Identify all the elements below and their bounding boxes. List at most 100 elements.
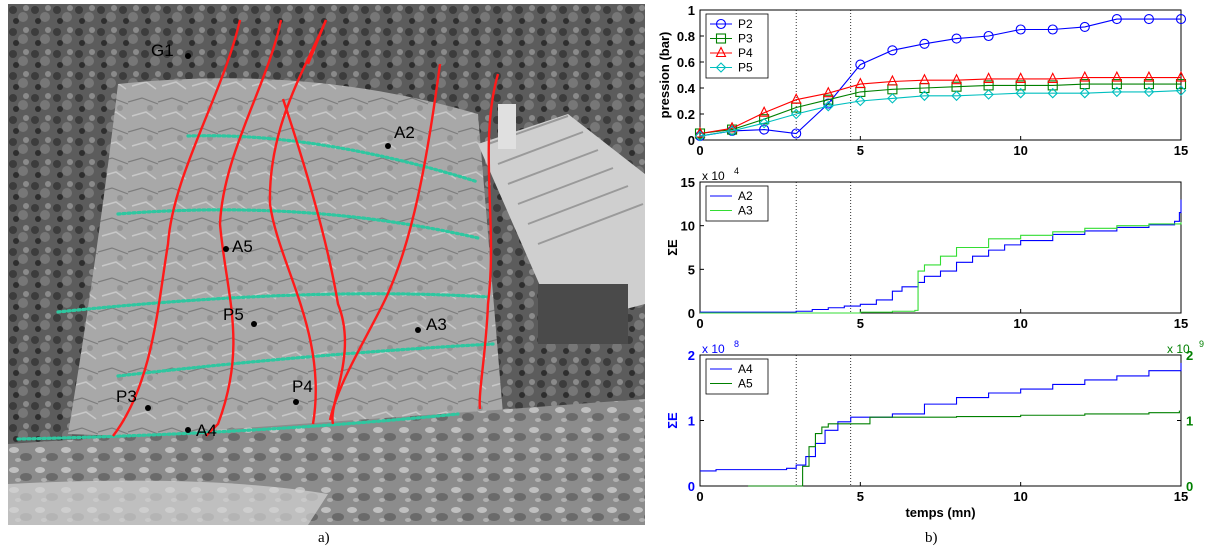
fracture-line [205,19,283,437]
data-point [1015,72,1027,83]
sensor-label-p5: P5 [223,305,244,324]
y-exponent-power: 8 [734,339,739,349]
data-point [823,94,834,105]
fracture-line [268,19,328,425]
y-tick-label: 0.4 [677,81,696,96]
sensor-markers: G1 A2 A5 P5 A3 P3 P4 A4 [116,41,447,440]
data-point [919,38,930,49]
legend-label: P5 [738,61,753,75]
data-point [1175,79,1187,90]
y-exponent-power: 4 [734,166,739,176]
legend-marker [715,33,727,44]
x-tick-label: 0 [696,316,703,331]
data-point [1079,70,1091,82]
strata-lines [16,134,495,441]
sensor-label-g1: G1 [151,41,174,60]
data-point [1111,79,1122,90]
series-a5 [748,410,1180,487]
y-axis-label: ΣE [665,412,680,429]
y-tick-label: 0 [688,306,695,321]
x-tick-label: 5 [857,143,864,158]
sensor-dot-a3 [415,327,421,333]
legend-label: A2 [738,189,753,203]
data-point [758,117,770,129]
x-axis-label: temps (mn) [905,505,975,520]
series-line [699,18,1181,137]
data-point [1175,70,1187,82]
data-point [1047,80,1058,91]
x-tick-label: 15 [1174,316,1188,331]
data-point [951,73,962,85]
stratum-line [116,208,480,240]
y-exponent-label: x 10 [702,342,725,356]
data-point [726,121,738,133]
data-point [1175,14,1187,25]
light-rock-foreground [8,480,328,525]
data-point [951,33,962,44]
y-tick-label: 2 [688,348,695,363]
fracture-line [306,19,328,65]
y-axis-label: ΣE [665,239,680,256]
fracture-lines [112,19,500,437]
legend-label: A3 [738,204,753,218]
series-line [700,222,1182,314]
data-point [1143,14,1154,25]
data-point [759,124,770,135]
x-tick-label: 10 [1013,489,1027,504]
series-a3 [700,222,1182,314]
x-tick-label: 15 [1174,489,1188,504]
sensor-label-a3: A3 [426,315,447,334]
fracture-line [478,73,500,410]
data-point [1111,86,1123,98]
data-point [1111,70,1123,82]
plot-area [699,181,1182,314]
legend-marker [715,62,727,73]
sensor-dot-p5 [251,321,257,327]
data-point [758,105,770,117]
series-line [699,90,1182,137]
data-point [1111,14,1122,25]
data-point [887,74,898,86]
data-point [983,72,994,83]
fracture-line [281,98,347,425]
data-point [1143,86,1155,98]
y-tick-label: 0.8 [677,29,695,44]
data-point [1015,24,1026,35]
y2-tick-label: 0 [1186,479,1193,494]
y-axis-label: pression (bar) [657,32,672,119]
sensor-label-a4: A4 [196,421,217,440]
y2-exponent-label: x 10 [1167,342,1190,356]
y-tick-label: 5 [688,262,695,277]
plot-area [699,354,1182,487]
sensor-dot-p3 [145,405,151,411]
legend-label: P4 [738,46,753,60]
x-tick-label: 0 [696,143,703,158]
caption-a: a) [318,530,330,546]
data-point [1143,79,1154,90]
data-point [726,125,738,137]
y-tick-label: 0 [688,133,695,148]
x-tick-label: 0 [696,489,703,504]
series-line [699,77,1181,135]
legend-marker [715,18,727,30]
data-point [790,92,802,104]
data-point [1047,72,1059,83]
data-point [1175,85,1187,96]
data-point [855,59,866,70]
data-point [983,89,994,100]
y-exponent-label: x 10 [702,169,725,183]
data-point [855,95,866,107]
data-point [1079,21,1090,32]
sensor-dot-a4 [185,427,191,433]
x-tick-label: 15 [1174,143,1188,158]
y-tick-label: 1 [688,414,695,429]
data-point [854,77,866,89]
data-point [1079,87,1091,99]
y2-tick-label: 1 [1186,414,1193,429]
x-tick-label: 10 [1013,316,1027,331]
data-point [1047,24,1058,35]
data-point [791,128,802,139]
fracture-line [328,63,442,421]
